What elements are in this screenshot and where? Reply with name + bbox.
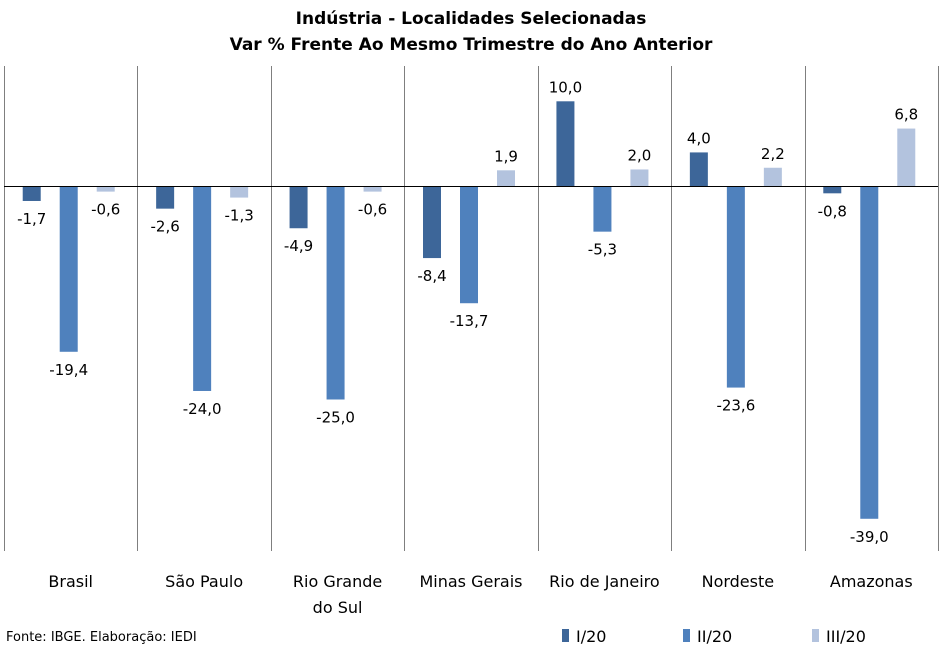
bar-iii-20	[630, 169, 649, 187]
data-label: 2,0	[627, 146, 651, 164]
data-label: -25,0	[316, 409, 355, 427]
legend-swatch	[812, 629, 819, 642]
data-label: 4,0	[687, 129, 711, 147]
legend-label: III/20	[826, 627, 866, 646]
legend-swatch	[683, 629, 690, 642]
source-note: Fonte: IBGE. Elaboração: IEDI	[6, 630, 197, 645]
data-label: -4,9	[284, 237, 313, 255]
legend-swatch	[562, 629, 569, 642]
data-label: -0,6	[358, 201, 387, 219]
bar-iii-20	[497, 170, 515, 187]
bar-ii-20	[193, 186, 212, 391]
bar-ii-20	[860, 186, 879, 519]
category-label: do Sul	[313, 598, 363, 617]
data-label: -1,3	[225, 207, 254, 225]
data-label: -39,0	[850, 528, 889, 546]
data-label: -5,3	[588, 241, 617, 259]
data-label: 2,2	[761, 145, 785, 163]
data-label: -0,6	[91, 201, 120, 219]
bar-i-20	[823, 186, 842, 194]
bar-ii-20	[460, 186, 478, 304]
bar-i-20	[22, 186, 41, 201]
category-label: São Paulo	[165, 572, 243, 591]
data-label: -1,7	[17, 210, 46, 228]
bar-ii-20	[726, 186, 745, 388]
bar-i-20	[556, 101, 575, 187]
data-label: -8,4	[417, 267, 446, 285]
category-label: Brasil	[48, 572, 93, 591]
data-label: -13,7	[450, 312, 489, 330]
legend-label: I/20	[576, 627, 606, 646]
bar-i-20	[689, 152, 708, 187]
chart-subtitle: Var % Frente Ao Mesmo Trimestre do Ano A…	[229, 35, 713, 55]
bar-i-20	[289, 186, 308, 229]
data-label: -24,0	[183, 400, 222, 418]
data-label: 6,8	[894, 106, 918, 124]
bar-iii-20	[363, 186, 382, 192]
category-label: Nordeste	[702, 572, 775, 591]
data-label: -19,4	[49, 361, 88, 379]
legend-label: II/20	[697, 627, 732, 646]
bar-iii-20	[897, 128, 916, 187]
chart-title: Indústria - Localidades Selecionadas	[295, 9, 647, 29]
bar-iii-20	[96, 186, 115, 192]
data-label: 1,9	[494, 147, 518, 165]
category-label: Amazonas	[830, 572, 913, 591]
category-label: Minas Gerais	[419, 572, 522, 591]
bar-iii-20	[763, 167, 782, 187]
data-label: -2,6	[151, 218, 180, 236]
data-label: 10,0	[549, 78, 582, 96]
bar-i-20	[423, 186, 441, 259]
category-label: Rio Grande	[293, 572, 382, 591]
bar-ii-20	[593, 186, 612, 232]
bar-iii-20	[230, 186, 249, 198]
data-label: -0,8	[818, 202, 847, 220]
bar-i-20	[156, 186, 175, 209]
bar-ii-20	[326, 186, 345, 400]
data-label: -23,6	[716, 397, 755, 415]
category-label: Rio de Janeiro	[549, 572, 660, 591]
bar-ii-20	[59, 186, 78, 352]
